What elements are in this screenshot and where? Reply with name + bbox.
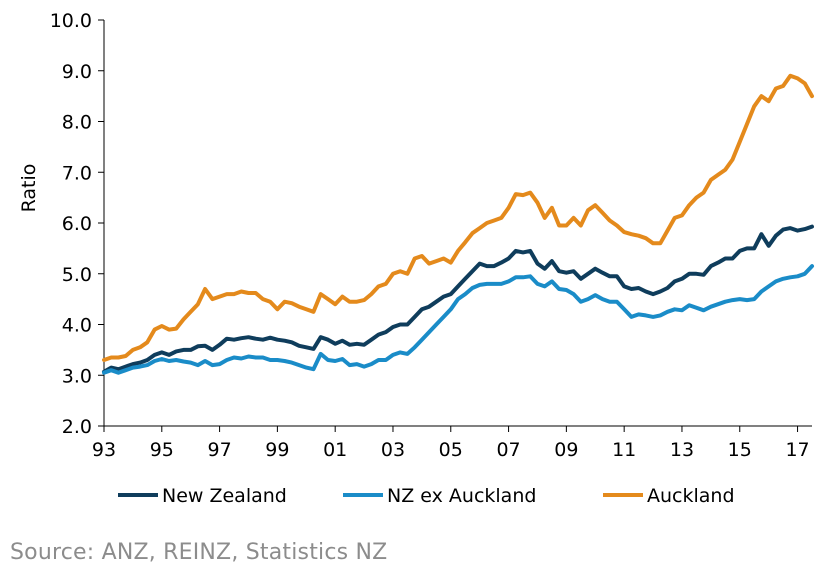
x-tick-label: 97 <box>207 439 231 461</box>
y-tick-label: 5.0 <box>62 264 92 286</box>
x-axis: 93 95 97 99 01 03 05 07 09 11 13 15 17 <box>92 425 812 461</box>
x-tick-label: 09 <box>554 439 578 461</box>
legend-label: NZ ex Auckland <box>387 485 536 507</box>
y-tick-label: 6.0 <box>62 213 92 235</box>
y-axis-title: Ratio <box>18 164 40 213</box>
y-tick-label: 9.0 <box>62 61 92 83</box>
x-tick-label: 13 <box>670 439 694 461</box>
y-tick-label: 2.0 <box>62 416 92 438</box>
x-tick-label: 03 <box>381 439 405 461</box>
y-tick-label: 10.0 <box>50 10 92 32</box>
x-tick-label: 07 <box>496 439 520 461</box>
y-tick-label: 8.0 <box>62 112 92 134</box>
y-tick-label: 4.0 <box>62 315 92 337</box>
x-tick-label: 95 <box>150 439 174 461</box>
x-tick-label: 15 <box>728 439 752 461</box>
legend-label: Auckland <box>647 485 735 507</box>
x-tick-label: 17 <box>785 439 809 461</box>
line-chart: 2.0 3.0 4.0 5.0 6.0 7.0 8.0 9.0 10.0 93 95 97 99 01 0… <box>18 10 814 507</box>
x-tick-label: 01 <box>323 439 347 461</box>
x-tick-label: 93 <box>92 439 116 461</box>
legend-label: New Zealand <box>162 485 287 507</box>
series-layer <box>102 73 814 375</box>
y-tick-label: 7.0 <box>62 162 92 184</box>
series-line-3 <box>102 73 814 362</box>
series-line-1 <box>102 224 814 374</box>
x-tick-label: 05 <box>439 439 463 461</box>
legend: New Zealand NZ ex Auckland Auckland <box>118 485 735 507</box>
y-tick-label: 3.0 <box>62 365 92 387</box>
source-note: Source: ANZ, REINZ, Statistics NZ <box>10 540 388 565</box>
y-axis: 2.0 3.0 4.0 5.0 6.0 7.0 8.0 9.0 10.0 <box>50 10 105 438</box>
x-tick-label: 11 <box>612 439 636 461</box>
x-tick-label: 99 <box>265 439 289 461</box>
series-line-2 <box>102 264 814 375</box>
